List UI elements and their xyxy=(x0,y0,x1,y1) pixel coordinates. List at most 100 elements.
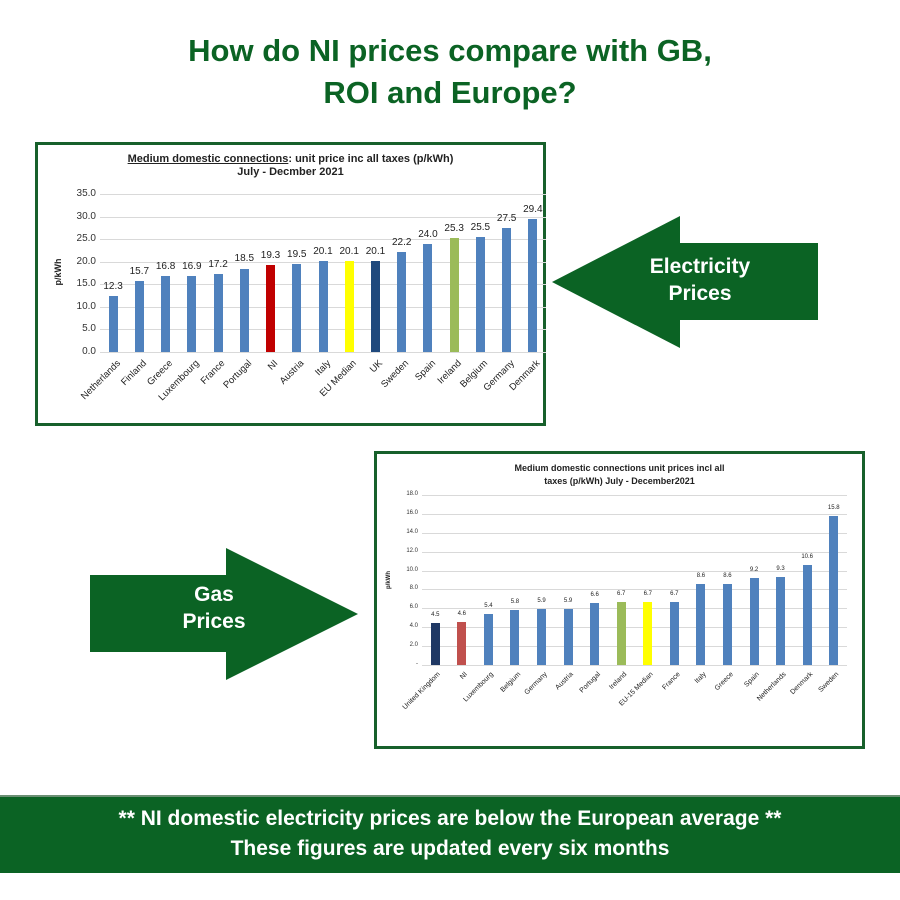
bar-uk xyxy=(370,261,380,352)
bar-italy xyxy=(318,261,328,352)
data-label: 27.5 xyxy=(496,212,517,224)
bar-ireland xyxy=(616,601,626,665)
x-tick-label: UK xyxy=(368,358,386,376)
gridline xyxy=(422,551,847,553)
bar-austria xyxy=(563,609,573,665)
x-tick-label: Sweden xyxy=(379,358,412,391)
y-tick-label: 10.0 xyxy=(406,566,418,573)
y-tick-label: 14.0 xyxy=(406,528,418,535)
gridline xyxy=(422,495,847,496)
gas-chart-title: Medium domestic connections unit prices … xyxy=(514,463,725,486)
data-label: 20.1 xyxy=(339,246,359,258)
bar-austria xyxy=(292,263,302,352)
x-tick-label: Finland xyxy=(119,358,150,388)
bar-belgium xyxy=(475,236,485,352)
bar-eu-15-median xyxy=(643,601,653,665)
data-label: 6.7 xyxy=(643,590,652,597)
bar-italy xyxy=(696,583,706,665)
data-label: 17.2 xyxy=(208,259,228,271)
x-tick-label: Denmark xyxy=(789,671,815,697)
y-tick-label: 20.0 xyxy=(76,255,96,267)
page-title-line1: How do NI prices compare with GB, xyxy=(188,33,712,68)
data-label: 4.6 xyxy=(457,610,467,617)
y-tick-label: 35.0 xyxy=(76,188,96,199)
x-tick-label: Portugal xyxy=(221,358,255,391)
gas-prices-label: Gas Prices xyxy=(182,583,246,633)
data-label: 8.6 xyxy=(723,572,732,579)
electricity-chart-title: Medium domestic connections: unit price … xyxy=(38,153,543,179)
y-tick-label: 2.0 xyxy=(409,642,418,649)
bar-spain xyxy=(749,578,759,665)
gridline xyxy=(100,216,546,218)
bar-germany xyxy=(537,609,547,665)
data-label: 24.0 xyxy=(418,228,438,240)
bar-greece xyxy=(161,276,171,352)
y-tick-label: 16.0 xyxy=(406,509,418,516)
bar-sweden xyxy=(829,515,839,665)
gridline xyxy=(422,570,847,572)
x-tick-label: Ireland xyxy=(608,671,629,692)
x-tick-label: NI xyxy=(265,358,281,373)
x-tick-label: Netherlands xyxy=(78,358,123,403)
data-label: 9.2 xyxy=(749,567,759,574)
bar-denmark xyxy=(802,564,812,665)
bar-denmark xyxy=(528,219,538,352)
electricity-plot-area: 12.3 Netherlands 15.7 Finland 16.8 Greece 16.9… xyxy=(79,194,546,403)
data-label: 10.6 xyxy=(801,553,813,560)
electricity-y-axis-label: p/kWh xyxy=(53,258,63,286)
data-label: 29.4 xyxy=(523,204,543,216)
x-tick-label: United Kingdom xyxy=(402,671,443,712)
x-tick-label: Italy xyxy=(312,358,333,379)
y-tick-label: - xyxy=(416,661,418,667)
data-label: 12.3 xyxy=(103,281,123,293)
bar-luxembourg xyxy=(187,275,197,352)
bar-portugal xyxy=(590,602,600,665)
data-label: 22.2 xyxy=(391,236,412,248)
data-label: 19.5 xyxy=(287,248,307,260)
left-arrow-icon xyxy=(552,216,818,348)
y-tick-label: 10.0 xyxy=(76,300,96,312)
data-label: 4.5 xyxy=(431,611,440,618)
data-label: 20.1 xyxy=(365,246,386,258)
page-title: How do NI prices compare with GB, ROI an… xyxy=(0,30,900,114)
x-tick-label: NI xyxy=(458,671,469,681)
data-label: 5.8 xyxy=(510,599,520,606)
bar-eu-median xyxy=(344,261,354,352)
y-tick-label: 5.0 xyxy=(82,323,96,335)
x-tick-label: Portugal xyxy=(578,671,602,695)
y-tick-label: 4.0 xyxy=(409,623,418,630)
gridline xyxy=(422,646,847,648)
bar-united-kingdom xyxy=(430,622,440,665)
gridline xyxy=(422,627,847,629)
data-label: 5.9 xyxy=(563,598,573,605)
bar-france xyxy=(669,601,679,665)
data-label: 15.8 xyxy=(827,504,840,511)
banner-line1: ** NI domestic electricity prices are be… xyxy=(118,807,782,830)
bar-belgium xyxy=(510,610,520,665)
right-arrow-icon xyxy=(90,548,358,680)
x-tick-label: Belgium xyxy=(499,671,522,694)
bar-luxembourg xyxy=(483,614,493,665)
bar-netherlands xyxy=(108,296,118,352)
data-label: 6.7 xyxy=(617,590,626,597)
bar-portugal xyxy=(239,268,249,352)
y-tick-label: 30.0 xyxy=(76,210,96,222)
gridline xyxy=(100,194,546,195)
electricity-chart-title-rest: : unit price inc all taxes (p/kWh) xyxy=(288,153,454,165)
gas-chart: Medium domestic connections unit prices … xyxy=(374,451,865,749)
gridline xyxy=(422,513,847,515)
y-tick-label: 12.0 xyxy=(406,547,418,554)
data-label: 15.7 xyxy=(129,266,150,278)
data-label: 18.5 xyxy=(234,253,255,265)
data-label: 16.9 xyxy=(182,260,202,272)
data-label: 25.3 xyxy=(444,222,464,234)
footer-banner: ** NI domestic electricity prices are be… xyxy=(0,795,900,873)
bar-sweden xyxy=(397,251,407,352)
gas-y-axis-label: p/kWh xyxy=(386,571,392,589)
gridline xyxy=(422,608,847,610)
y-tick-label: 15.0 xyxy=(76,278,96,290)
data-label: 6.7 xyxy=(670,590,679,597)
y-tick-label: 8.0 xyxy=(409,585,418,592)
data-label: 5.9 xyxy=(537,598,546,605)
electricity-chart-title-underlined: Medium domestic connections xyxy=(127,153,289,165)
